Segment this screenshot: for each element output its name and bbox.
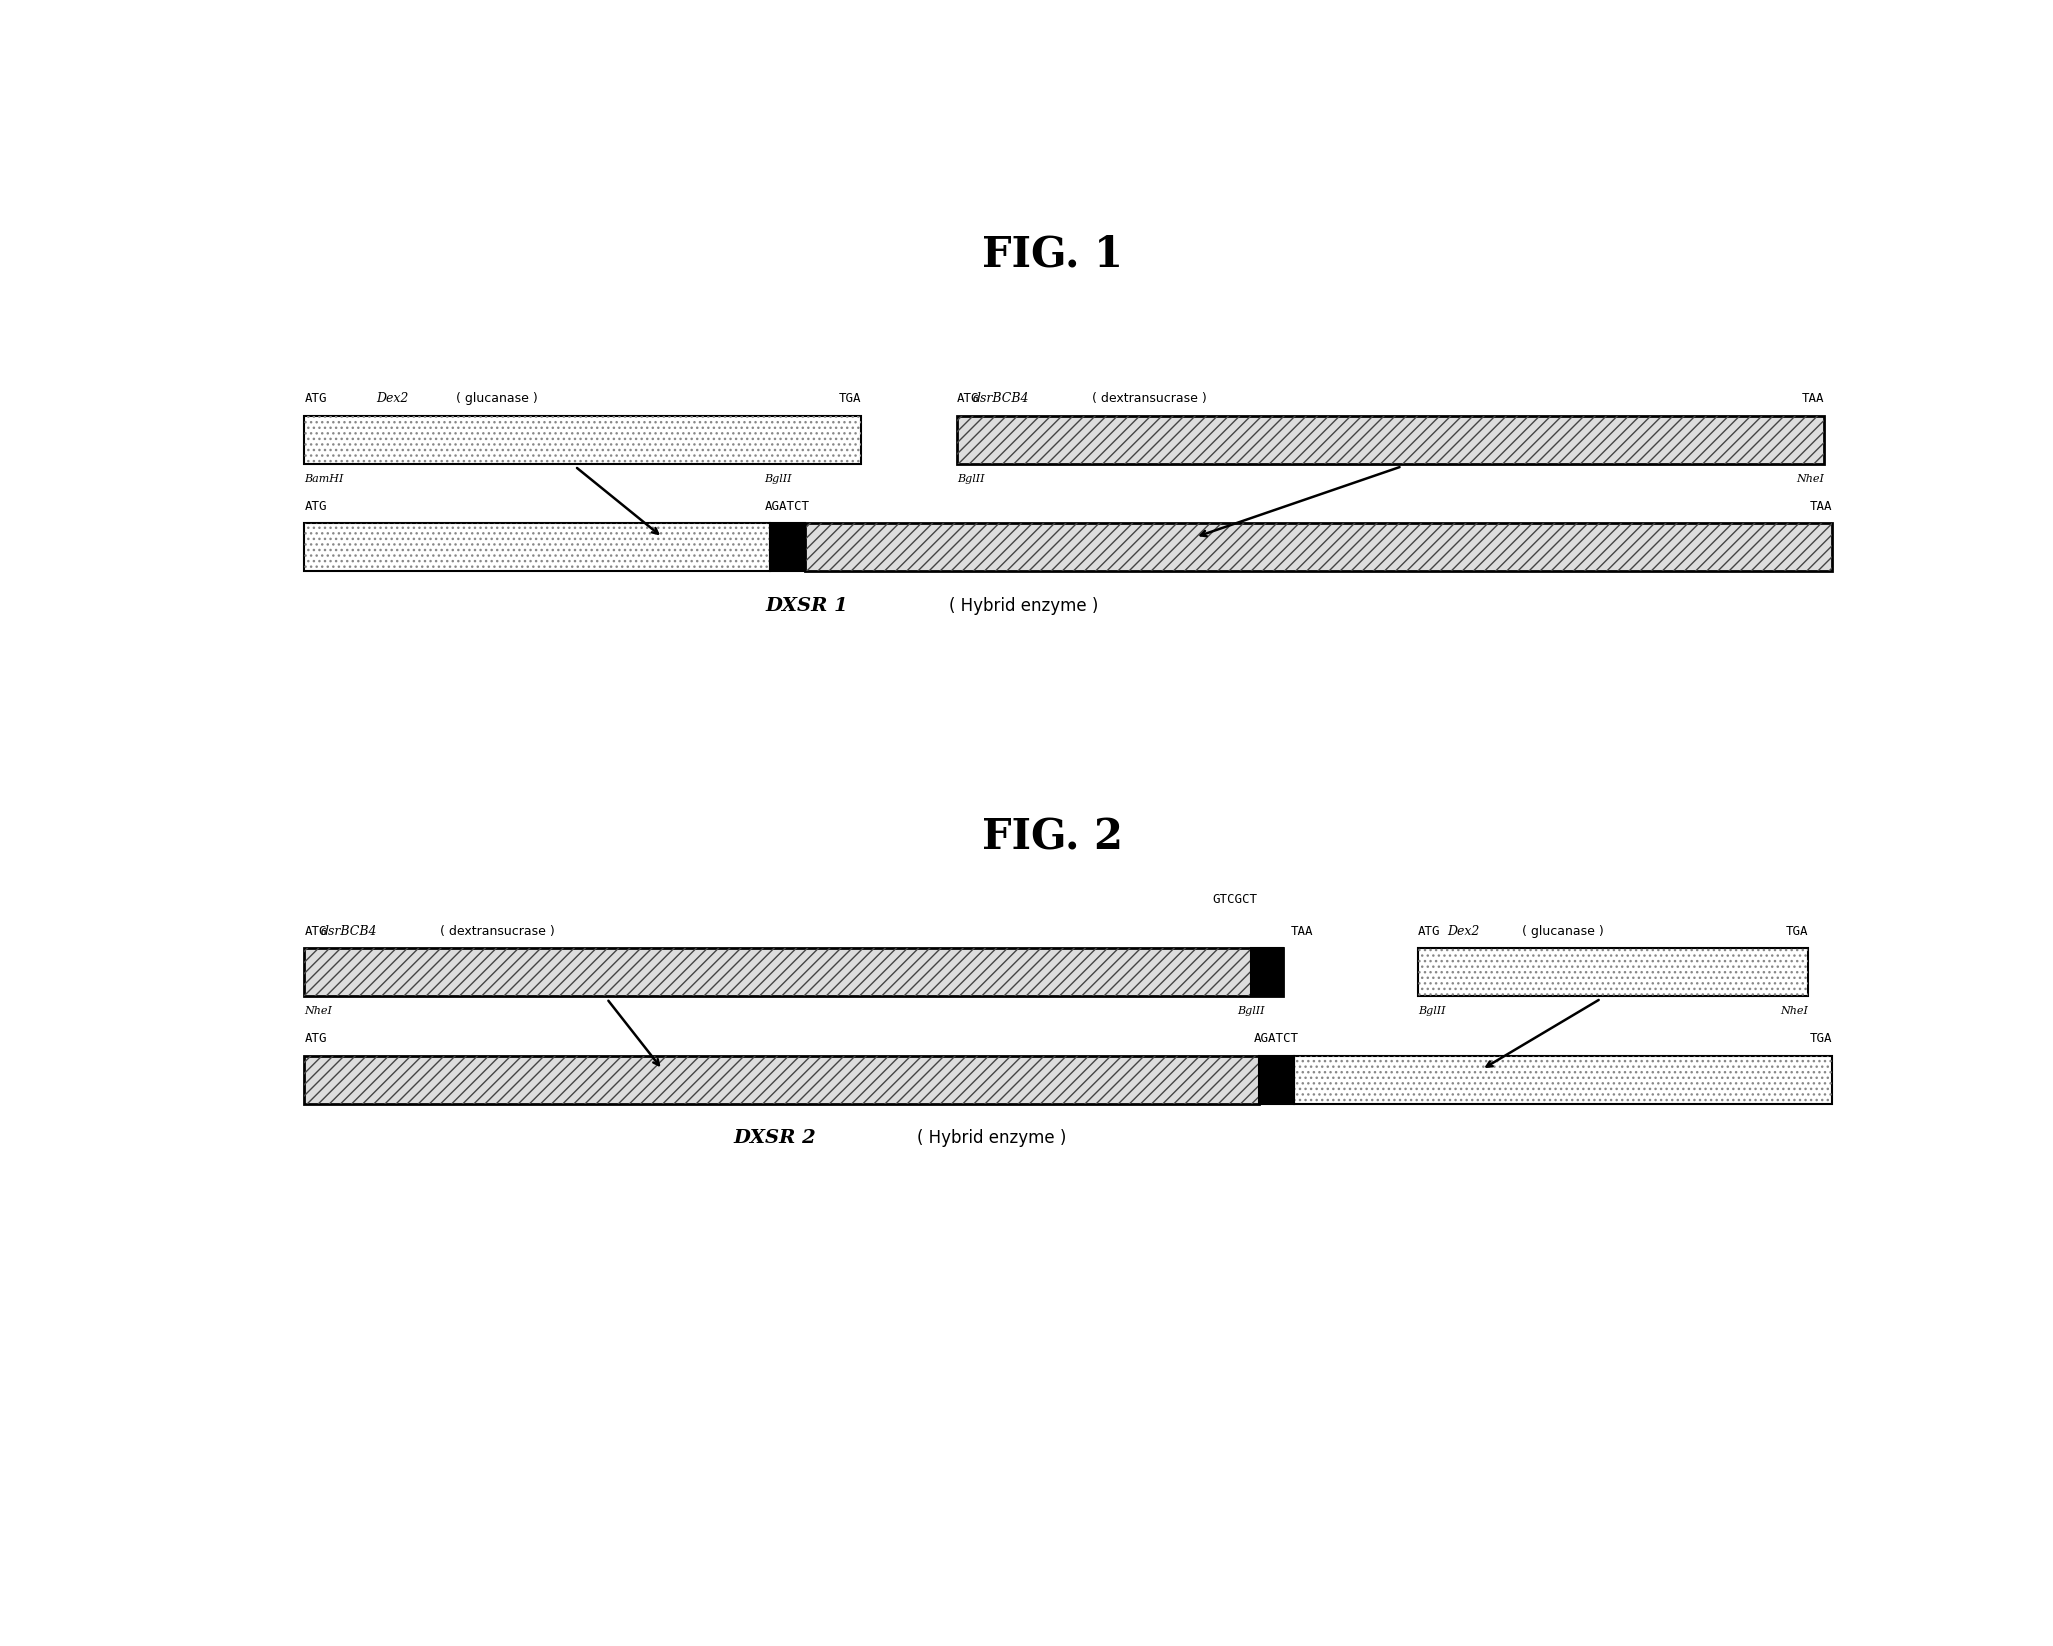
Text: DXSR 2: DXSR 2 [735, 1129, 817, 1147]
Bar [304, 415, 862, 464]
Bar [805, 523, 1831, 571]
Bar [1293, 1055, 1831, 1104]
Text: ( Hybrid enzyme ): ( Hybrid enzyme ) [918, 1129, 1066, 1147]
Text: ( glucanase ): ( glucanase ) [456, 392, 538, 405]
Text: Dex2: Dex2 [1447, 925, 1478, 938]
Text: ( dextransucrase ): ( dextransucrase ) [1092, 392, 1207, 405]
Text: TAA: TAA [1291, 925, 1314, 938]
Text: dsrBCB4: dsrBCB4 [320, 925, 378, 938]
Text: ATG: ATG [304, 925, 326, 938]
Text: ATG: ATG [304, 392, 326, 405]
Text: TGA: TGA [840, 392, 862, 405]
Text: ATG: ATG [1419, 925, 1441, 938]
Bar [1419, 948, 1809, 996]
Text: FIG. 1: FIG. 1 [981, 234, 1123, 275]
Bar [304, 415, 862, 464]
Text: FIG. 2: FIG. 2 [981, 816, 1123, 859]
Bar [304, 1055, 1258, 1104]
Bar [957, 415, 1823, 464]
Bar [805, 523, 1831, 571]
Text: ( Hybrid enzyme ): ( Hybrid enzyme ) [948, 597, 1098, 614]
Bar [304, 948, 1283, 996]
Text: DXSR 1: DXSR 1 [766, 597, 848, 614]
Bar [304, 523, 770, 571]
Text: TGA: TGA [1809, 1032, 1831, 1045]
Text: NheI: NheI [1796, 474, 1823, 484]
Text: BamHI: BamHI [304, 474, 343, 484]
Text: TAA: TAA [1809, 500, 1831, 514]
Text: ( glucanase ): ( glucanase ) [1521, 925, 1603, 938]
Text: ATG: ATG [304, 1032, 326, 1045]
Bar [770, 523, 805, 571]
Text: BglII: BglII [1238, 1006, 1265, 1016]
Text: GTCGCT: GTCGCT [1213, 894, 1258, 905]
Text: NheI: NheI [1780, 1006, 1809, 1016]
Text: ( dextransucrase ): ( dextransucrase ) [439, 925, 554, 938]
Bar [1419, 948, 1809, 996]
Text: ATG: ATG [304, 500, 326, 514]
Text: ATG: ATG [957, 392, 979, 405]
Text: BglII: BglII [764, 474, 792, 484]
Text: TAA: TAA [1800, 392, 1823, 405]
Text: AGATCT: AGATCT [1254, 1032, 1300, 1045]
Text: BglII: BglII [957, 474, 983, 484]
Text: NheI: NheI [304, 1006, 333, 1016]
Bar [304, 523, 770, 571]
Bar [1250, 948, 1283, 996]
Text: AGATCT: AGATCT [766, 500, 811, 514]
Text: Dex2: Dex2 [376, 392, 409, 405]
Text: dsrBCB4: dsrBCB4 [973, 392, 1029, 405]
Bar [1258, 1055, 1293, 1104]
Bar [304, 948, 1283, 996]
Text: BglII: BglII [1419, 1006, 1445, 1016]
Bar [304, 1055, 1258, 1104]
Text: TGA: TGA [1786, 925, 1809, 938]
Bar [1293, 1055, 1831, 1104]
Bar [957, 415, 1823, 464]
